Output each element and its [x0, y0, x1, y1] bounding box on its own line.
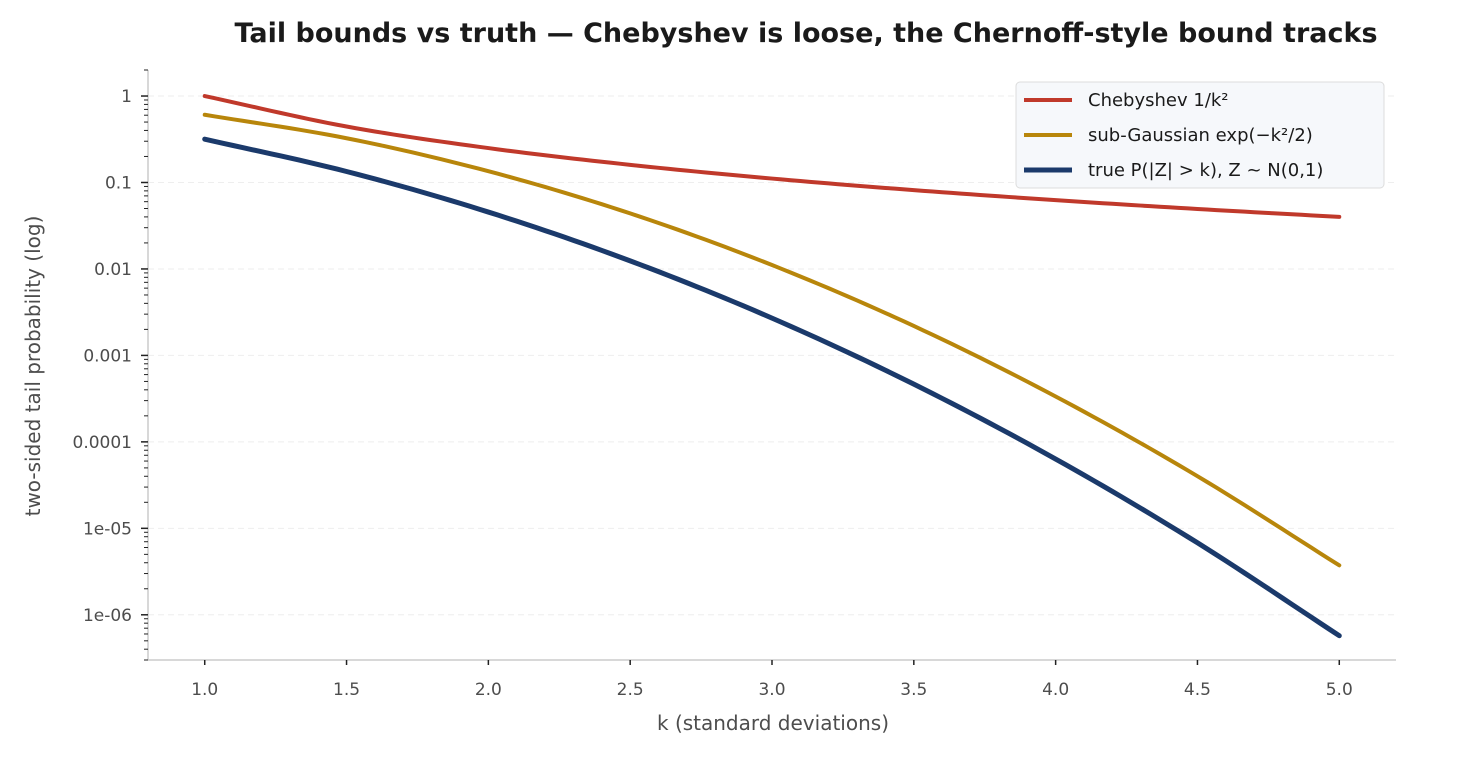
y-tick-label: 0.01 [94, 260, 132, 280]
series-line-2 [202, 112, 1342, 568]
x-tick-label: 5.0 [1326, 680, 1353, 700]
legend-box [1015, 81, 1385, 189]
y-tick-label: 0.001 [83, 346, 132, 366]
series-lines [202, 94, 1342, 639]
x-tick-label: 4.0 [1042, 680, 1069, 700]
chart-title: Tail bounds vs truth — Chebyshev is loos… [234, 18, 1377, 49]
series-line-1 [202, 94, 1342, 219]
x-axis-label: k (standard deviations) [657, 711, 889, 735]
x-tick-label: 2.0 [475, 680, 502, 700]
y-tick-label: 0.1 [105, 173, 132, 193]
legend: Chebyshev 1/k² sub-Gaussian exp(−k²/2) tru… [1015, 81, 1385, 189]
x-tick-label: 1.5 [333, 680, 360, 700]
y-axis-label: two-sided tail probability (log) [21, 216, 45, 517]
y-tick-label: 1 [121, 87, 132, 107]
x-tick-label: 1.0 [191, 680, 218, 700]
x-axis-ticks: 1.0 1.5 2.0 2.5 3.0 3.5 4.0 4.5 5.0 [191, 660, 1353, 700]
series-line-3 [202, 136, 1342, 639]
y-tick-label: 1e-05 [83, 519, 132, 539]
x-tick-label: 3.0 [758, 680, 785, 700]
legend-label-3: true P(|Z| > k), Z ~ N(0,1) [1088, 160, 1323, 181]
legend-label-2: sub-Gaussian exp(−k²/2) [1088, 125, 1313, 146]
x-tick-label: 3.5 [900, 680, 927, 700]
x-tick-label: 2.5 [617, 680, 644, 700]
legend-label-1: Chebyshev 1/k² [1088, 90, 1229, 111]
x-tick-label: 4.5 [1184, 680, 1211, 700]
y-tick-label: 1e-06 [83, 606, 132, 626]
y-tick-label: 0.0001 [73, 433, 132, 453]
y-axis-ticks: 1 0.1 0.01 0.001 0.0001 1e-05 1e-06 [73, 69, 148, 661]
